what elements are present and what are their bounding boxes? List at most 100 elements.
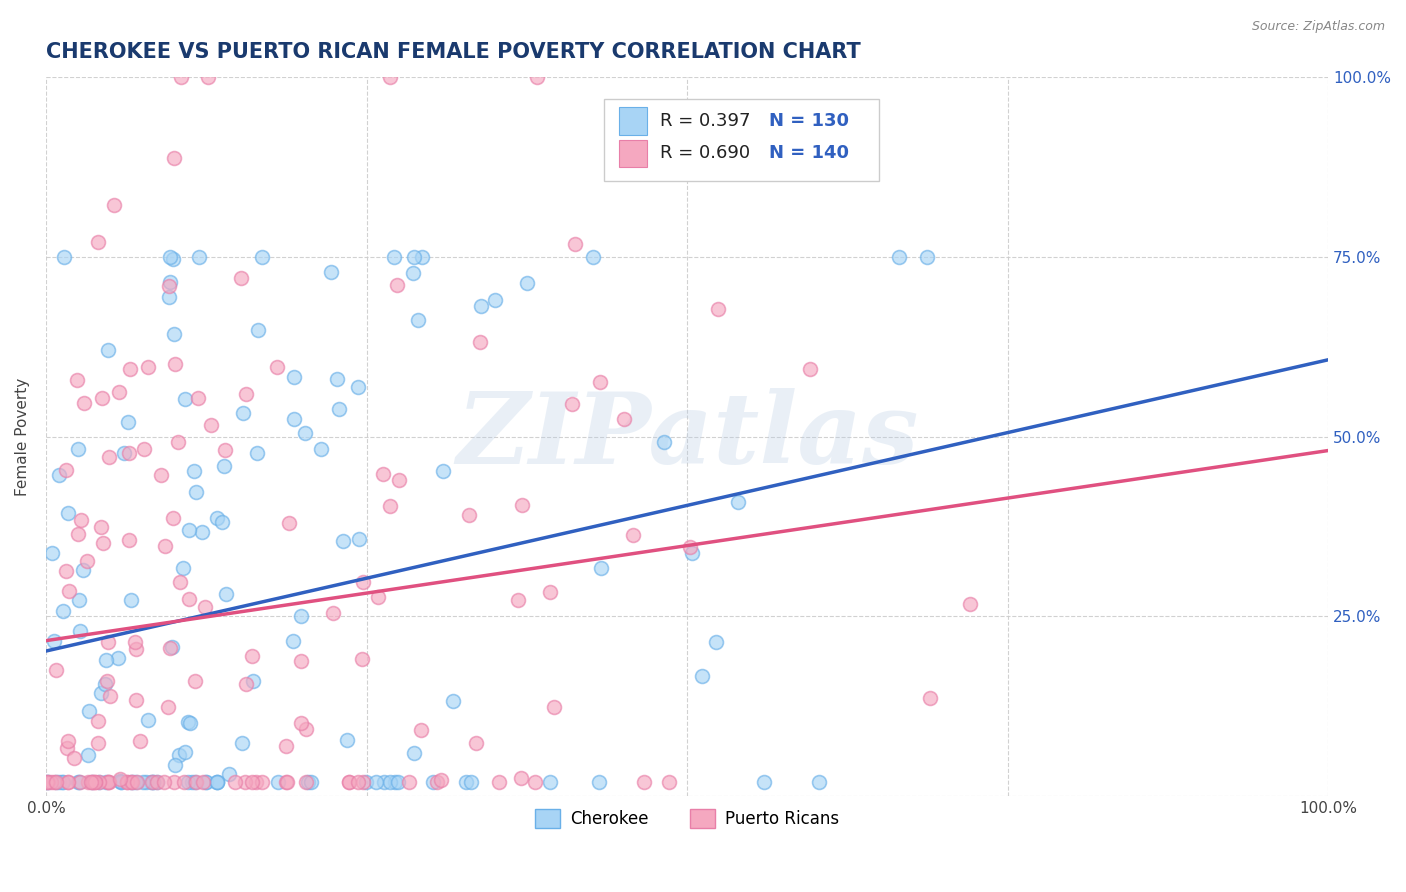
Point bbox=[246, 446, 269, 460]
Point bbox=[294, 426, 316, 441]
Point bbox=[214, 442, 236, 457]
Point bbox=[139, 774, 162, 789]
Point bbox=[65, 373, 87, 387]
Point bbox=[398, 774, 420, 789]
Point bbox=[179, 715, 201, 730]
Point bbox=[163, 326, 186, 341]
Point bbox=[464, 736, 486, 750]
Point bbox=[41, 774, 63, 789]
Point bbox=[799, 362, 821, 376]
Point bbox=[184, 485, 207, 500]
Point bbox=[163, 757, 186, 772]
Point bbox=[41, 546, 63, 560]
Point bbox=[180, 774, 202, 789]
Point bbox=[98, 774, 121, 789]
FancyBboxPatch shape bbox=[619, 140, 647, 167]
Point bbox=[233, 774, 256, 789]
Point bbox=[250, 250, 273, 264]
Point bbox=[364, 774, 387, 789]
Point bbox=[186, 774, 208, 789]
Point bbox=[406, 313, 429, 327]
Point bbox=[42, 633, 65, 648]
Point bbox=[108, 774, 131, 789]
Point bbox=[90, 392, 112, 406]
Point bbox=[145, 774, 167, 789]
Point bbox=[959, 597, 981, 611]
Point bbox=[235, 677, 257, 691]
Point bbox=[692, 669, 714, 683]
Point bbox=[347, 532, 370, 546]
Point bbox=[153, 539, 176, 553]
Point bbox=[48, 468, 70, 483]
Point bbox=[543, 700, 565, 714]
Point bbox=[704, 635, 727, 649]
Point bbox=[120, 774, 142, 789]
Point bbox=[336, 732, 359, 747]
Point bbox=[246, 323, 269, 337]
Point bbox=[506, 592, 529, 607]
Point bbox=[385, 278, 408, 293]
Point bbox=[45, 664, 67, 678]
Point bbox=[352, 652, 374, 666]
Point bbox=[173, 774, 195, 789]
Point bbox=[402, 250, 425, 264]
Point bbox=[69, 513, 91, 527]
Point bbox=[112, 446, 135, 460]
Point bbox=[145, 774, 167, 789]
Point bbox=[468, 334, 491, 349]
Point bbox=[80, 774, 103, 789]
Point bbox=[309, 442, 332, 457]
Point bbox=[76, 554, 98, 568]
Point bbox=[118, 533, 141, 548]
Point bbox=[125, 693, 148, 707]
Point bbox=[195, 774, 218, 789]
Point bbox=[294, 774, 316, 789]
Point bbox=[135, 774, 157, 789]
Point bbox=[118, 362, 141, 376]
Point bbox=[173, 392, 195, 406]
Point bbox=[93, 677, 115, 691]
Point bbox=[290, 716, 312, 731]
Point bbox=[561, 397, 583, 411]
Point bbox=[117, 415, 139, 429]
Point bbox=[48, 774, 70, 789]
Point bbox=[337, 774, 360, 789]
Point bbox=[132, 774, 155, 789]
Point bbox=[163, 152, 186, 166]
Point bbox=[97, 774, 120, 789]
Point bbox=[98, 689, 121, 703]
Point bbox=[191, 774, 214, 789]
Point bbox=[58, 774, 80, 789]
Point bbox=[278, 516, 301, 530]
Point bbox=[294, 722, 316, 736]
Point bbox=[224, 774, 246, 789]
Point bbox=[177, 592, 200, 607]
Point bbox=[58, 506, 80, 520]
Point bbox=[613, 412, 636, 426]
Point bbox=[56, 734, 79, 748]
Point bbox=[242, 673, 264, 688]
Text: Source: ZipAtlas.com: Source: ZipAtlas.com bbox=[1251, 20, 1385, 33]
Point bbox=[352, 575, 374, 590]
Point bbox=[159, 275, 181, 289]
Point bbox=[159, 250, 181, 264]
Point bbox=[290, 654, 312, 668]
Point bbox=[124, 635, 146, 649]
Point bbox=[69, 624, 91, 639]
Point bbox=[169, 575, 191, 590]
Point bbox=[509, 771, 531, 785]
Point bbox=[86, 235, 108, 250]
Point bbox=[283, 369, 305, 384]
Point bbox=[378, 500, 401, 514]
Point bbox=[283, 412, 305, 426]
Point bbox=[73, 395, 96, 409]
Point bbox=[402, 746, 425, 760]
Point bbox=[96, 674, 118, 689]
Point bbox=[122, 774, 145, 789]
Point bbox=[115, 774, 138, 789]
Point bbox=[163, 357, 186, 371]
Point bbox=[432, 464, 454, 478]
Point bbox=[117, 446, 139, 460]
Point bbox=[98, 450, 121, 464]
Point bbox=[564, 237, 586, 252]
